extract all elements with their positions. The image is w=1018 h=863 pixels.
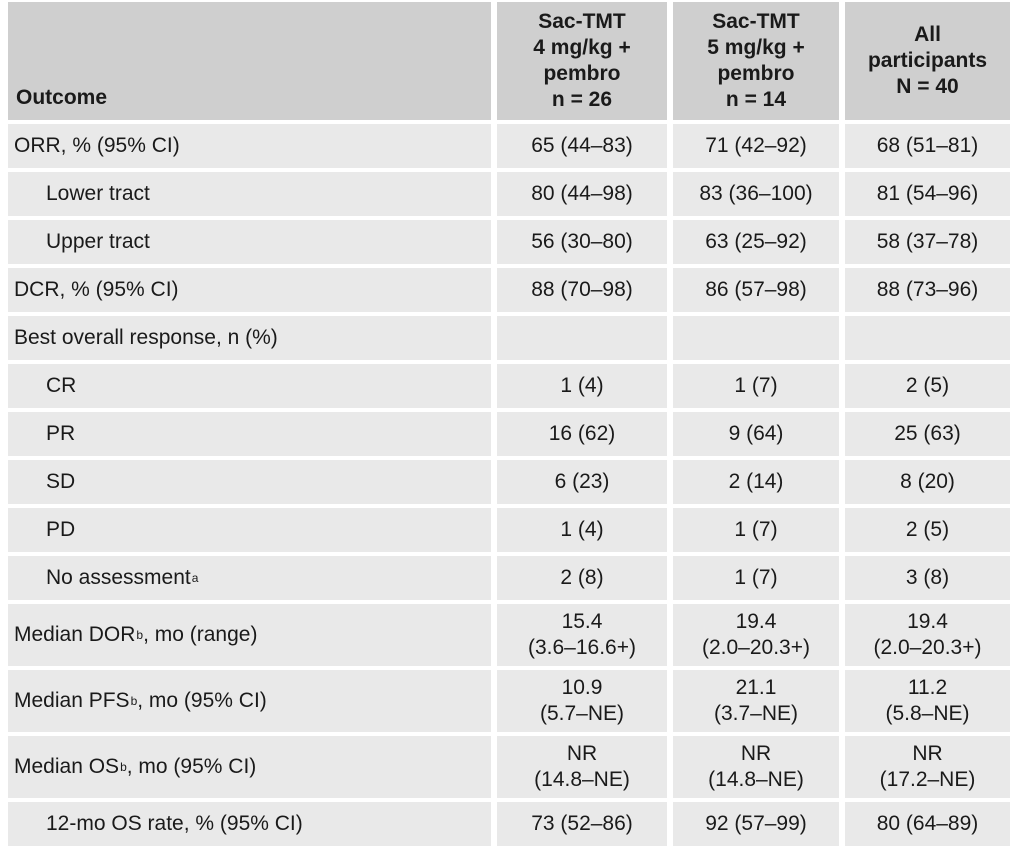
cell-value: 19.4 bbox=[735, 610, 777, 633]
table-cell: 6 (23) bbox=[497, 460, 667, 504]
table-cell: 73 (52–86) bbox=[497, 802, 667, 846]
table-cell: 58 (37–78) bbox=[845, 220, 1010, 264]
cell-value: 21.1 bbox=[735, 676, 777, 699]
table-cell: NR (14.8–NE) bbox=[497, 736, 667, 798]
cell-value: NR bbox=[912, 742, 943, 765]
header-col-5mg: Sac-TMT 5 mg/kg + pembro n = 14 bbox=[673, 2, 839, 120]
table-cell: 86 (57–98) bbox=[673, 268, 839, 312]
table-cell: 11.2 (5.8–NE) bbox=[845, 670, 1010, 732]
table-cell: 68 (51–81) bbox=[845, 124, 1010, 168]
table-cell bbox=[845, 316, 1010, 360]
row-label-median-pfs: Median PFS b, mo (95% CI) bbox=[8, 670, 491, 732]
header-outcome: Outcome bbox=[8, 2, 491, 120]
table-cell: 81 (54–96) bbox=[845, 172, 1010, 216]
table-cell: 63 (25–92) bbox=[673, 220, 839, 264]
header-col-all: All participants N = 40 bbox=[845, 2, 1010, 120]
table-cell bbox=[497, 316, 667, 360]
table-cell: 21.1 (3.7–NE) bbox=[673, 670, 839, 732]
cell-range: (3.6–16.6+) bbox=[528, 636, 636, 659]
cell-value: 10.9 bbox=[561, 676, 603, 699]
row-label-pr: PR bbox=[8, 412, 491, 456]
label-text: Median OS bbox=[14, 755, 120, 778]
table-cell: NR (17.2–NE) bbox=[845, 736, 1010, 798]
table-cell: 80 (44–98) bbox=[497, 172, 667, 216]
cell-range: (5.8–NE) bbox=[885, 702, 970, 725]
row-label-dcr: DCR, % (95% CI) bbox=[8, 268, 491, 312]
cell-range: (5.7–NE) bbox=[539, 702, 625, 725]
table-cell: 1 (7) bbox=[673, 364, 839, 408]
footnote-marker: b bbox=[120, 760, 127, 774]
footnote-marker: b bbox=[136, 628, 144, 642]
table-cell: 88 (70–98) bbox=[497, 268, 667, 312]
header-col-4mg: Sac-TMT 4 mg/kg + pembro n = 26 bbox=[497, 2, 667, 120]
table-cell: 25 (63) bbox=[845, 412, 1010, 456]
footnote-marker: a bbox=[191, 571, 199, 585]
table-cell: 10.9 (5.7–NE) bbox=[497, 670, 667, 732]
table-cell: 15.4 (3.6–16.6+) bbox=[497, 604, 667, 666]
table-cell: 19.4 (2.0–20.3+) bbox=[673, 604, 839, 666]
cell-value: NR bbox=[740, 742, 772, 765]
table-cell: NR (14.8–NE) bbox=[673, 736, 839, 798]
label-suffix: , mo (95% CI) bbox=[126, 755, 257, 778]
cell-range: (17.2–NE) bbox=[879, 768, 976, 791]
table-cell: 1 (7) bbox=[673, 508, 839, 552]
cell-range: (2.0–20.3+) bbox=[702, 636, 810, 659]
cell-range: (14.8–NE) bbox=[534, 768, 630, 791]
header-outcome-label: Outcome bbox=[16, 86, 108, 109]
table-cell: 88 (73–96) bbox=[845, 268, 1010, 312]
cell-value: NR bbox=[566, 742, 598, 765]
label-text: Median PFS bbox=[14, 689, 130, 712]
row-label-median-os: Median OS b, mo (95% CI) bbox=[8, 736, 491, 798]
table-cell: 16 (62) bbox=[497, 412, 667, 456]
table-cell: 9 (64) bbox=[673, 412, 839, 456]
row-label-lower-tract: Lower tract bbox=[8, 172, 491, 216]
row-label-orr: ORR, % (95% CI) bbox=[8, 124, 491, 168]
row-label-sd: SD bbox=[8, 460, 491, 504]
table-cell: 2 (14) bbox=[673, 460, 839, 504]
label-suffix: , mo (95% CI) bbox=[137, 689, 267, 712]
table-cell bbox=[673, 316, 839, 360]
label-text: No assessment bbox=[46, 566, 191, 589]
row-label-upper-tract: Upper tract bbox=[8, 220, 491, 264]
table-cell: 1 (4) bbox=[497, 508, 667, 552]
row-label-no-assessment: No assessment a bbox=[8, 556, 491, 600]
table-cell: 19.4 (2.0–20.3+) bbox=[845, 604, 1010, 666]
label-suffix: , mo (range) bbox=[143, 623, 258, 646]
table-cell: 1 (7) bbox=[673, 556, 839, 600]
cell-range: (2.0–20.3+) bbox=[873, 636, 982, 659]
cell-range: (3.7–NE) bbox=[713, 702, 799, 725]
row-label-median-dor: Median DOR b, mo (range) bbox=[8, 604, 491, 666]
row-label-best-overall-response: Best overall response, n (%) bbox=[8, 316, 491, 360]
cell-value: 11.2 bbox=[907, 676, 948, 699]
table-cell: 92 (57–99) bbox=[673, 802, 839, 846]
outcomes-table: Outcome Sac-TMT 4 mg/kg + pembro n = 26 … bbox=[8, 2, 1010, 846]
label-text: Median DOR bbox=[14, 623, 136, 646]
table-cell: 56 (30–80) bbox=[497, 220, 667, 264]
table-cell: 8 (20) bbox=[845, 460, 1010, 504]
table-cell: 65 (44–83) bbox=[497, 124, 667, 168]
table-cell: 3 (8) bbox=[845, 556, 1010, 600]
footnote-marker: b bbox=[130, 694, 138, 708]
row-label-cr: CR bbox=[8, 364, 491, 408]
table-cell: 71 (42–92) bbox=[673, 124, 839, 168]
cell-value: 15.4 bbox=[561, 610, 603, 633]
table-cell: 2 (8) bbox=[497, 556, 667, 600]
table-cell: 2 (5) bbox=[845, 508, 1010, 552]
table-cell: 1 (4) bbox=[497, 364, 667, 408]
table-cell: 80 (64–89) bbox=[845, 802, 1010, 846]
table-cell: 2 (5) bbox=[845, 364, 1010, 408]
cell-value: 19.4 bbox=[907, 610, 948, 633]
row-label-pd: PD bbox=[8, 508, 491, 552]
table-cell: 83 (36–100) bbox=[673, 172, 839, 216]
row-label-12mo-os-rate: 12-mo OS rate, % (95% CI) bbox=[8, 802, 491, 846]
cell-range: (14.8–NE) bbox=[708, 768, 804, 791]
